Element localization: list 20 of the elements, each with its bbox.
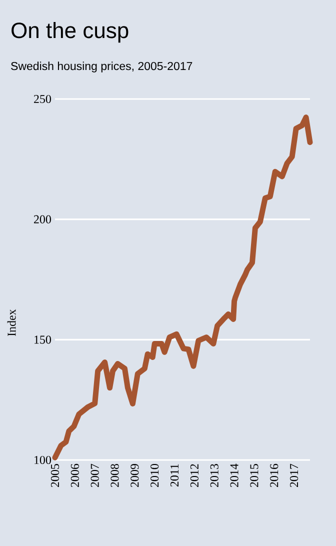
x-tick-label: 2008 (110, 464, 119, 487)
x-tick-label: 2009 (130, 464, 139, 487)
x-tick-label: 2014 (230, 464, 238, 487)
x-tick-label: 2007 (90, 464, 99, 487)
x-tick-label: 2006 (70, 464, 79, 487)
x-tick-label: 2015 (250, 464, 258, 487)
y-tick-label: 100 (34, 456, 51, 464)
x-tick-label: 2010 (150, 464, 159, 487)
x-tick-label: 2011 (170, 464, 179, 487)
chart-title: On the cusp (12, 22, 128, 43)
y-axis-title: Index (7, 309, 16, 336)
y-tick-label: 200 (34, 215, 51, 224)
x-tick-label: 2017 (290, 464, 298, 487)
x-tick-label: 2012 (190, 464, 198, 487)
x-tick-label: 2013 (210, 464, 218, 487)
chart-subtitle: Swedish housing prices, 2005-2017 (11, 62, 192, 72)
y-tick-label: 150 (34, 336, 51, 344)
x-tick-label: 2016 (270, 464, 278, 487)
x-tick-label: 2005 (50, 464, 60, 487)
y-tick-label: 250 (34, 94, 51, 104)
